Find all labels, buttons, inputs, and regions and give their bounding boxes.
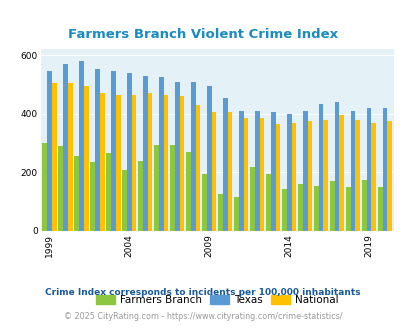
Bar [47, 72, 52, 231]
Bar [334, 102, 339, 231]
Bar [318, 104, 323, 231]
Bar [79, 61, 83, 231]
Bar [281, 188, 286, 231]
Bar [386, 121, 391, 231]
Bar [131, 95, 136, 231]
Bar [254, 111, 259, 231]
Bar [68, 83, 72, 231]
Bar [302, 111, 307, 231]
Bar [366, 108, 371, 231]
Bar [291, 123, 296, 231]
Bar [265, 174, 270, 231]
Bar [307, 121, 311, 231]
Bar [202, 174, 206, 231]
Bar [339, 115, 343, 231]
Legend: Farmers Branch, Texas, National: Farmers Branch, Texas, National [92, 291, 342, 309]
Bar [52, 83, 56, 231]
Bar [170, 145, 175, 231]
Bar [270, 113, 275, 231]
Text: Crime Index corresponds to incidents per 100,000 inhabitants: Crime Index corresponds to incidents per… [45, 287, 360, 297]
Bar [350, 111, 355, 231]
Bar [115, 95, 120, 231]
Bar [74, 156, 79, 231]
Bar [158, 77, 163, 231]
Bar [227, 113, 232, 231]
Bar [138, 161, 143, 231]
Bar [175, 82, 179, 231]
Bar [195, 105, 200, 231]
Bar [63, 64, 68, 231]
Bar [382, 108, 386, 231]
Bar [286, 114, 291, 231]
Bar [371, 123, 375, 231]
Bar [206, 86, 211, 231]
Bar [323, 120, 328, 231]
Bar [361, 180, 366, 231]
Bar [217, 194, 222, 231]
Bar [163, 95, 168, 231]
Bar [106, 153, 111, 231]
Bar [329, 181, 334, 231]
Bar [259, 118, 264, 231]
Bar [127, 73, 131, 231]
Bar [190, 82, 195, 231]
Text: © 2025 CityRating.com - https://www.cityrating.com/crime-statistics/: © 2025 CityRating.com - https://www.city… [64, 312, 341, 321]
Bar [111, 72, 115, 231]
Bar [42, 143, 47, 231]
Bar [233, 197, 238, 231]
Bar [249, 167, 254, 231]
Bar [154, 145, 158, 231]
Bar [345, 187, 350, 231]
Bar [355, 120, 359, 231]
Bar [90, 162, 95, 231]
Bar [58, 146, 63, 231]
Bar [122, 170, 127, 231]
Bar [275, 124, 279, 231]
Bar [100, 93, 104, 231]
Bar [377, 187, 382, 231]
Bar [243, 118, 248, 231]
Bar [95, 69, 100, 231]
Bar [297, 184, 302, 231]
Bar [83, 86, 88, 231]
Bar [179, 96, 184, 231]
Text: Farmers Branch Violent Crime Index: Farmers Branch Violent Crime Index [68, 28, 337, 41]
Bar [147, 93, 152, 231]
Bar [238, 111, 243, 231]
Bar [211, 113, 216, 231]
Bar [185, 152, 190, 231]
Bar [222, 98, 227, 231]
Bar [143, 76, 147, 231]
Bar [313, 185, 318, 231]
